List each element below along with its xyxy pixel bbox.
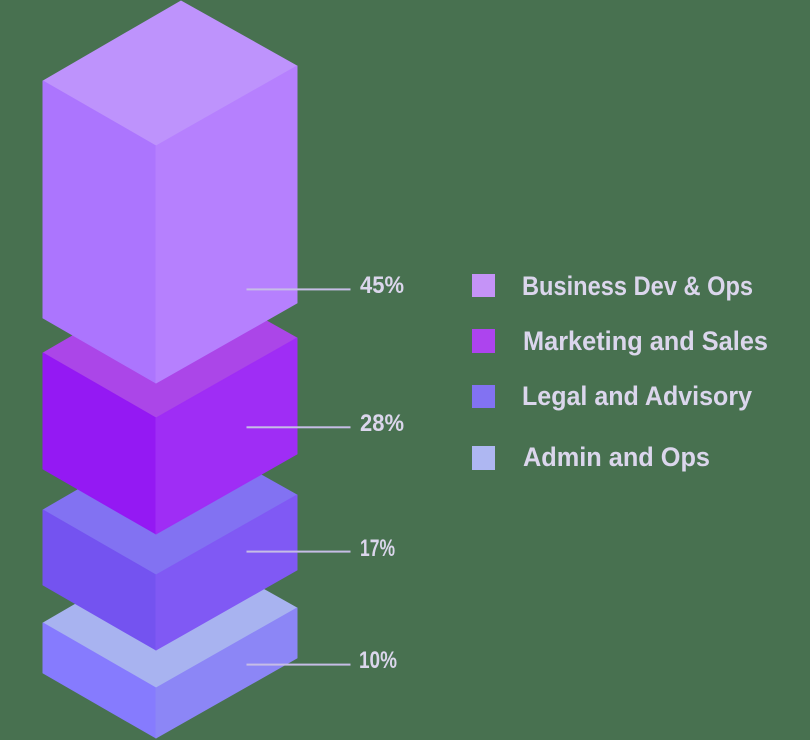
svg-text:Admin and Ops: Admin and Ops <box>523 442 710 472</box>
svg-text:45%: 45% <box>360 272 404 299</box>
svg-text:Marketing and Sales: Marketing and Sales <box>523 326 768 356</box>
svg-text:10%: 10% <box>359 647 397 674</box>
svg-text:Legal and Advisory: Legal and Advisory <box>522 381 752 411</box>
svg-text:17%: 17% <box>360 535 395 562</box>
svg-text:Business Dev & Ops: Business Dev & Ops <box>522 271 753 301</box>
svg-text:28%: 28% <box>360 410 404 437</box>
